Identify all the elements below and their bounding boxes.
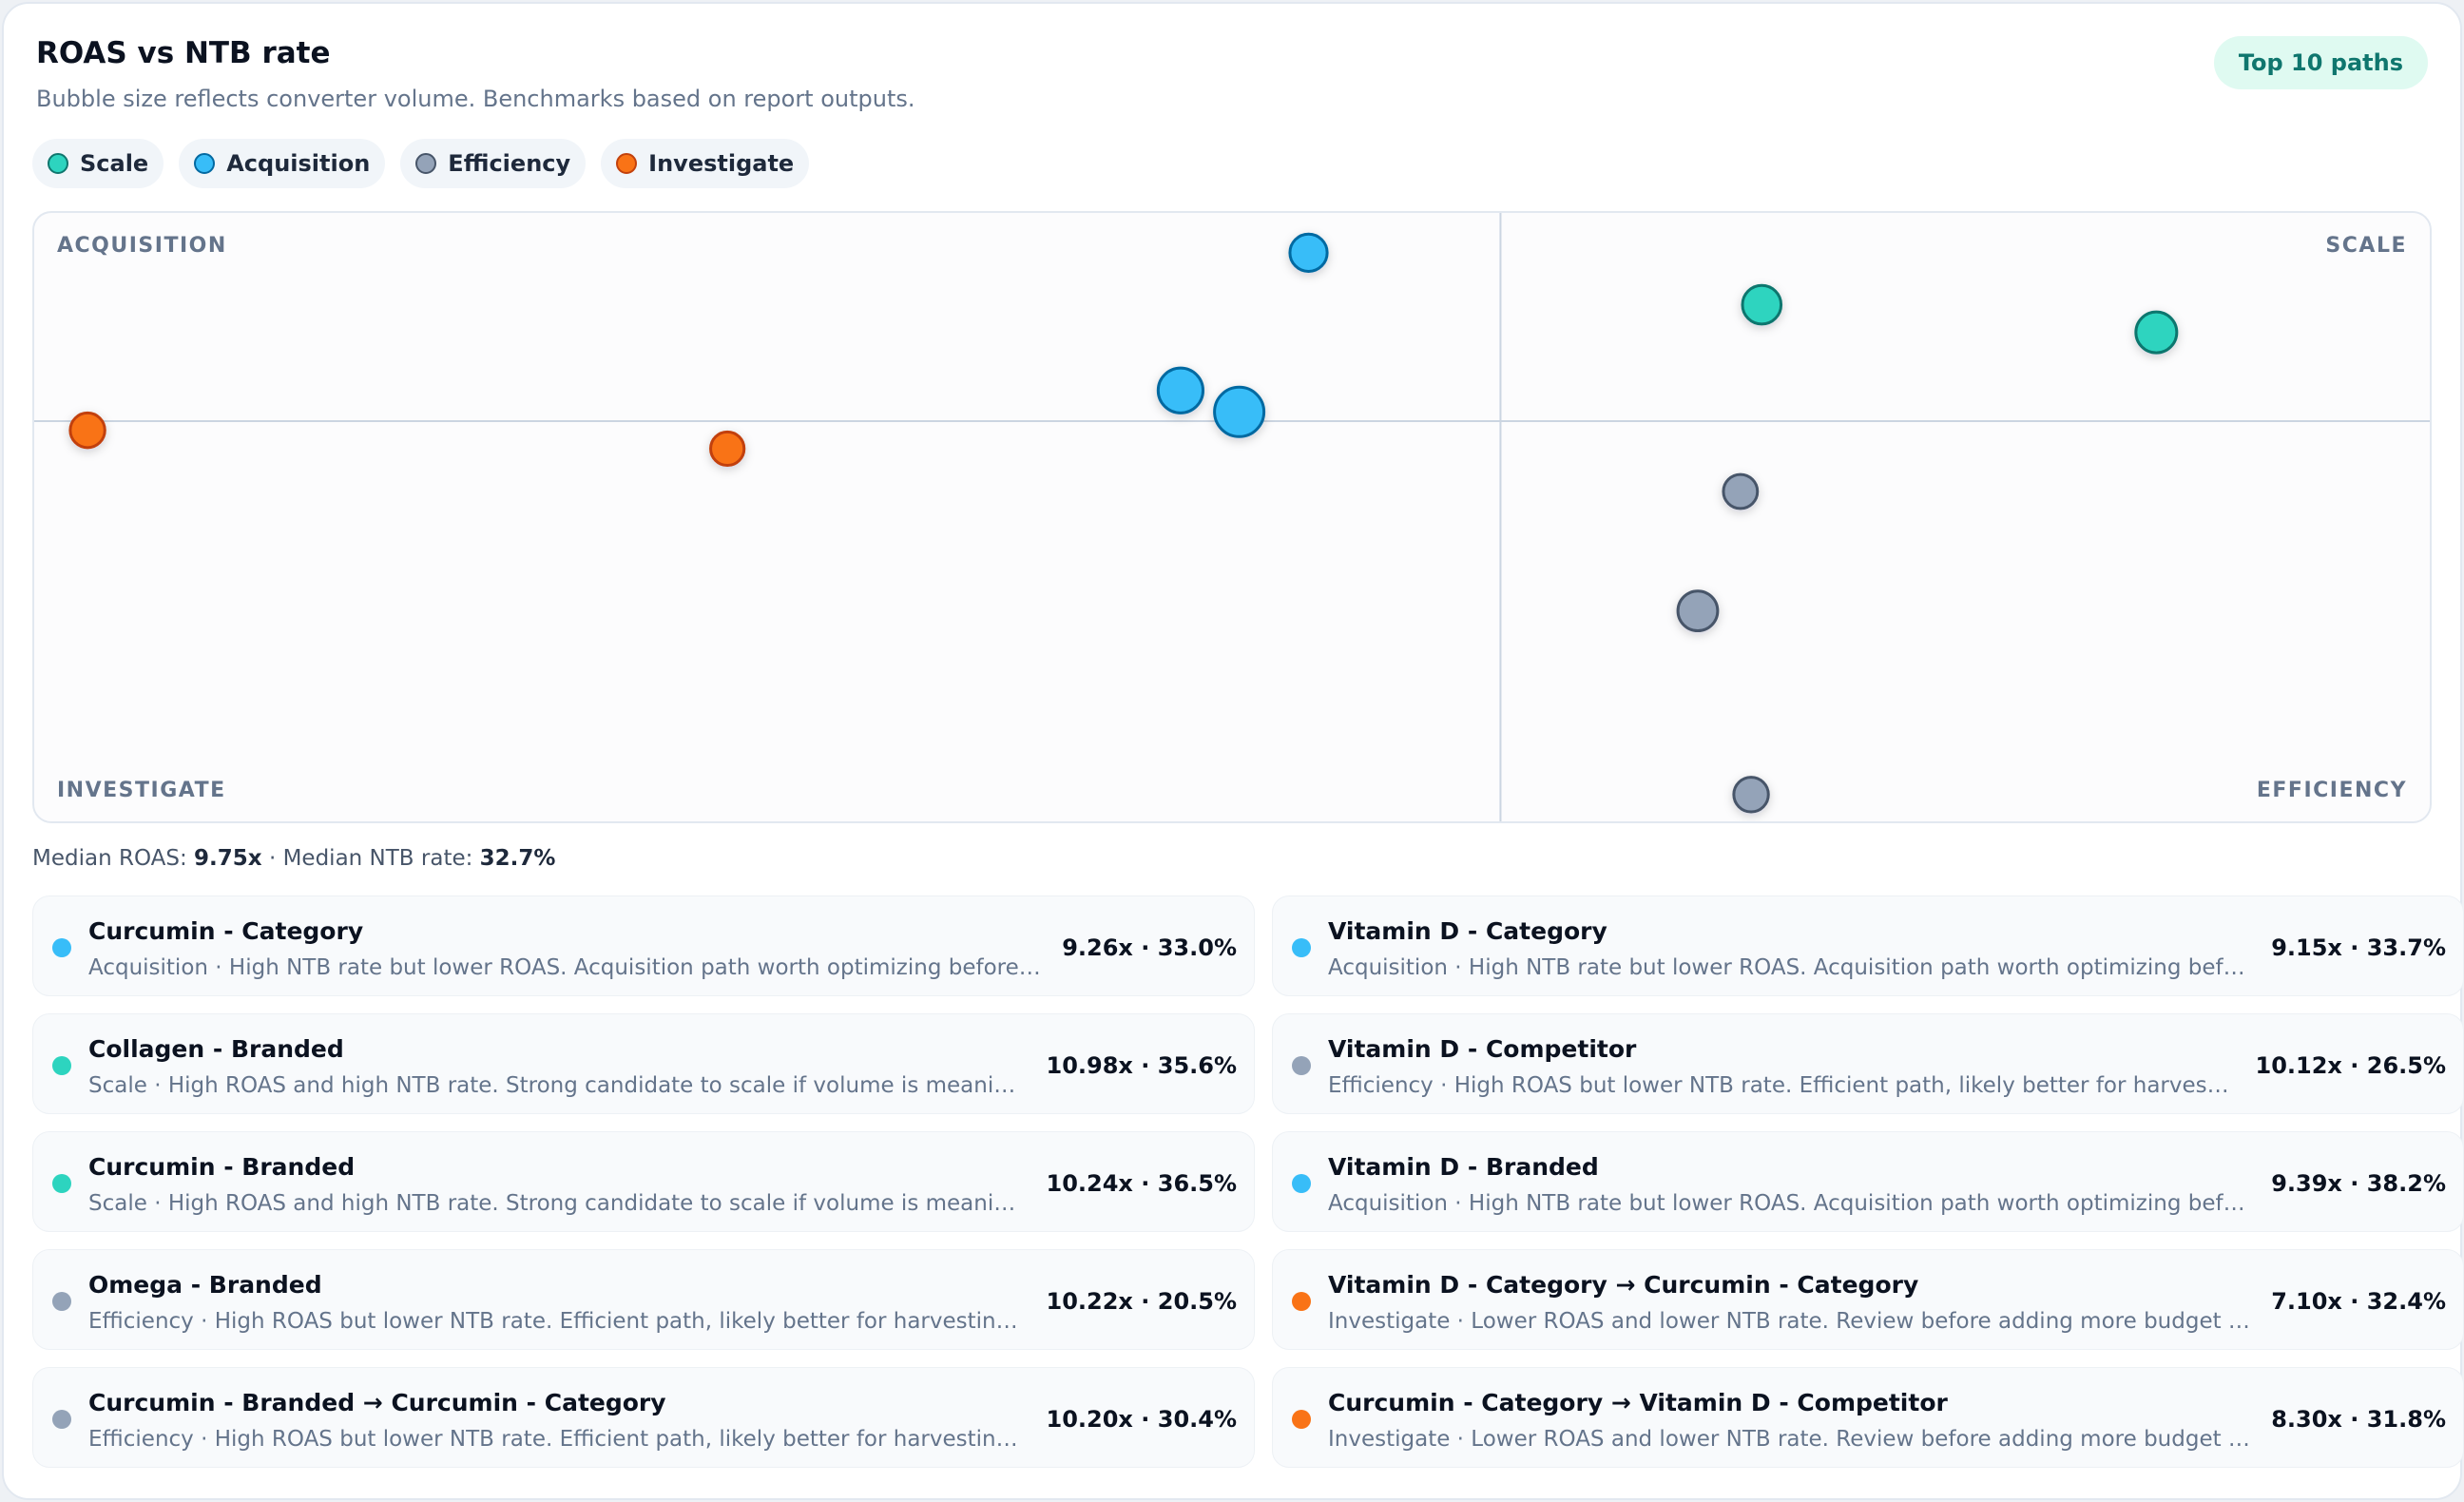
path-metric: 10.20x · 30.4%: [1046, 1406, 1237, 1433]
path-metric: 10.24x · 36.5%: [1046, 1170, 1237, 1197]
path-row[interactable]: Curcumin - Category → Vitamin D - Compet…: [1272, 1367, 2464, 1468]
segment-dot: [52, 1410, 71, 1429]
top-paths-badge: Top 10 paths: [2213, 36, 2428, 89]
path-name: Curcumin - Branded: [88, 1153, 356, 1181]
quadrant-label-efficiency: EFFICIENCY: [2256, 779, 2407, 802]
path-name: Omega - Branded: [88, 1271, 322, 1299]
segment-dot: [52, 1056, 71, 1075]
legend-item-efficiency[interactable]: Efficiency: [400, 139, 587, 188]
path-metric: 8.30x · 31.8%: [2271, 1406, 2446, 1433]
legend-label: Efficiency: [448, 150, 571, 177]
path-row[interactable]: Vitamin D - Branded Acquisition · High NT…: [1272, 1131, 2464, 1232]
median-ntb-value: 32.7%: [479, 846, 556, 871]
chart-title: ROAS vs NTB rate: [36, 36, 331, 70]
path-description: Investigate · Lower ROAS and lower NTB r…: [1328, 1427, 2250, 1452]
legend-item-scale[interactable]: Scale: [32, 139, 164, 188]
bubble-investigate[interactable]: Vitamin D - Category → Curcumin - Catego…: [68, 411, 106, 450]
legend-label: Investigate: [648, 150, 795, 177]
segment-dot: [1292, 1174, 1311, 1193]
bubble-acquisition[interactable]: Vitamin D - Category: [1156, 366, 1205, 414]
path-description: Scale · High ROAS and high NTB rate. Str…: [88, 1073, 1026, 1098]
segment-dot: [1292, 1410, 1311, 1429]
segment-dot: [1292, 938, 1311, 957]
median-ntb-label: Median NTB rate:: [282, 846, 473, 871]
legend-swatch: [616, 153, 638, 174]
segment-dot: [52, 938, 71, 957]
path-description: Acquisition · High NTB rate but lower RO…: [88, 955, 1041, 980]
median-roas-label: Median ROAS:: [32, 846, 187, 871]
median-separator: ·: [268, 846, 277, 871]
bubble-efficiency[interactable]: Omega - Branded: [1732, 776, 1770, 814]
bubble-scale[interactable]: Curcumin - Branded: [1741, 283, 1783, 326]
legend-swatch: [415, 153, 437, 174]
quadrant-label-scale: SCALE: [2325, 234, 2407, 258]
path-description: Efficiency · High ROAS but lower NTB rat…: [88, 1427, 1026, 1452]
segment-dot: [52, 1174, 71, 1193]
bubble-efficiency[interactable]: Vitamin D - Competitor: [1676, 589, 1720, 633]
path-row[interactable]: Curcumin - Branded Scale · High ROAS and …: [32, 1131, 1255, 1232]
path-metric: 10.22x · 20.5%: [1046, 1288, 1237, 1315]
path-name: Vitamin D - Category → Curcumin - Catego…: [1328, 1271, 1919, 1299]
path-row[interactable]: Collagen - Branded Scale · High ROAS and …: [32, 1013, 1255, 1114]
bubble-scale[interactable]: Collagen - Branded: [2134, 310, 2179, 355]
legend-swatch: [194, 153, 216, 174]
bubble-acquisition[interactable]: Vitamin D - Branded: [1288, 232, 1329, 273]
path-row[interactable]: Omega - Branded Efficiency · High ROAS bu…: [32, 1249, 1255, 1350]
legend-label: Scale: [80, 150, 149, 177]
path-metric: 10.12x · 26.5%: [2255, 1052, 2446, 1079]
scatter-plot: Curcumin - CategoryVitamin D - Category C…: [32, 211, 2432, 823]
segment-dot: [52, 1292, 71, 1311]
path-metric: 7.10x · 32.4%: [2271, 1288, 2446, 1315]
legend: Scale Acquisition Efficiency Investigate: [32, 139, 810, 188]
bubble-efficiency[interactable]: Curcumin - Branded → Curcumin - Category: [1722, 472, 1760, 510]
path-name: Vitamin D - Category: [1328, 917, 1607, 945]
median-summary: Median ROAS: 9.75x · Median NTB rate: 32…: [32, 846, 555, 871]
path-row[interactable]: Vitamin D - Category Acquisition · High N…: [1272, 895, 2464, 996]
quadrant-label-investigate: INVESTIGATE: [57, 779, 226, 802]
path-name: Curcumin - Category: [88, 917, 364, 945]
path-row[interactable]: Curcumin - Branded → Curcumin - Category…: [32, 1367, 1255, 1468]
path-row[interactable]: Vitamin D - Competitor Efficiency · High …: [1272, 1013, 2464, 1114]
path-name: Vitamin D - Competitor: [1328, 1035, 1637, 1063]
legend-item-investigate[interactable]: Investigate: [601, 139, 810, 188]
chart-subtitle: Bubble size reflects converter volume. B…: [36, 86, 915, 112]
path-metric: 9.39x · 38.2%: [2271, 1170, 2446, 1197]
path-name: Curcumin - Branded → Curcumin - Category: [88, 1389, 666, 1416]
path-row[interactable]: Curcumin - Category Acquisition · High NT…: [32, 895, 1255, 996]
path-row[interactable]: Vitamin D - Category → Curcumin - Catego…: [1272, 1249, 2464, 1350]
legend-item-acquisition[interactable]: Acquisition: [179, 139, 386, 188]
path-name: Collagen - Branded: [88, 1035, 344, 1063]
legend-swatch: [48, 153, 68, 174]
segment-dot: [1292, 1292, 1311, 1311]
path-description: Efficiency · High ROAS but lower NTB rat…: [1328, 1073, 2235, 1098]
scatter-svg: Curcumin - CategoryVitamin D - Category C…: [34, 213, 2430, 821]
legend-label: Acquisition: [226, 150, 371, 177]
path-description: Acquisition · High NTB rate but lower RO…: [1328, 1191, 2250, 1216]
segment-dot: [1292, 1056, 1311, 1075]
path-list: Curcumin - Category Acquisition · High NT…: [32, 895, 2464, 1468]
path-metric: 9.15x · 33.7%: [2271, 934, 2446, 961]
path-description: Acquisition · High NTB rate but lower RO…: [1328, 955, 2250, 980]
bubble-acquisition[interactable]: Curcumin - Category: [1213, 385, 1266, 438]
path-description: Efficiency · High ROAS but lower NTB rat…: [88, 1309, 1026, 1334]
quadrant-label-acquisition: ACQUISITION: [57, 234, 227, 258]
path-description: Scale · High ROAS and high NTB rate. Str…: [88, 1191, 1026, 1216]
path-name: Curcumin - Category → Vitamin D - Compet…: [1328, 1389, 1948, 1416]
bubble-investigate[interactable]: Curcumin - Category → Vitamin D - Compet…: [709, 430, 746, 468]
path-metric: 9.26x · 33.0%: [1062, 934, 1237, 961]
median-roas-value: 9.75x: [194, 846, 262, 871]
path-name: Vitamin D - Branded: [1328, 1153, 1599, 1181]
path-description: Investigate · Lower ROAS and lower NTB r…: [1328, 1309, 2250, 1334]
path-metric: 10.98x · 35.6%: [1046, 1052, 1237, 1079]
